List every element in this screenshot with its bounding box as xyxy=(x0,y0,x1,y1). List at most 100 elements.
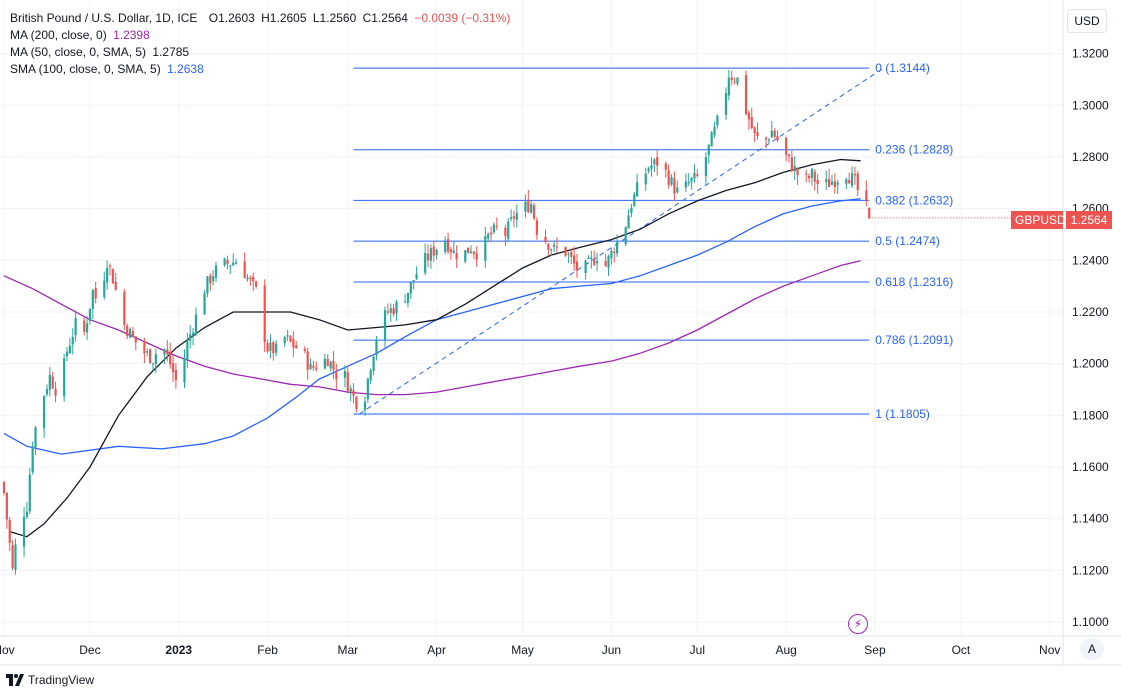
x-tick-label: Jul xyxy=(690,643,705,657)
candle xyxy=(429,244,432,269)
candle xyxy=(693,164,696,183)
candle xyxy=(404,293,407,303)
candle xyxy=(432,240,435,262)
y-tick-label: 1.1600 xyxy=(1072,460,1109,474)
candle xyxy=(544,229,547,244)
candle xyxy=(515,204,518,228)
candle xyxy=(169,342,172,369)
legend-ma200-row[interactable]: MA (200, close, 0) 1.2398 xyxy=(10,27,510,44)
candle xyxy=(332,350,335,379)
candle xyxy=(71,328,74,355)
candle xyxy=(232,253,235,267)
candle xyxy=(14,538,17,575)
candle xyxy=(295,341,298,349)
candle xyxy=(163,348,166,364)
candle xyxy=(670,174,673,187)
candle xyxy=(51,371,54,390)
candle xyxy=(687,173,690,187)
candle xyxy=(88,308,92,325)
candle xyxy=(323,353,326,370)
x-tick-label: 2023 xyxy=(165,643,192,657)
candle xyxy=(409,281,412,299)
y-tick-label: 1.1000 xyxy=(1072,615,1109,629)
candle xyxy=(484,226,487,268)
candle xyxy=(555,237,559,253)
candle xyxy=(363,396,367,416)
legend-symbol-row: British Pound / U.S. Dollar, 1D, ICE O1.… xyxy=(10,10,510,27)
candle xyxy=(174,363,177,389)
brand-label: TradingView xyxy=(28,673,95,687)
fib-label-0: 0 (1.3144) xyxy=(875,61,930,75)
fib-trend-line xyxy=(358,67,884,415)
candle xyxy=(126,323,129,340)
candle xyxy=(406,292,410,308)
candle xyxy=(584,259,587,280)
candle xyxy=(223,257,226,267)
candle xyxy=(656,150,659,176)
candle xyxy=(856,170,859,197)
chart-legend: British Pound / U.S. Dollar, 1D, ICE O1.… xyxy=(10,10,510,78)
candle xyxy=(65,347,69,362)
candle xyxy=(395,299,398,321)
candle xyxy=(229,264,232,275)
legend-ma50-row[interactable]: MA (50, close, 0, SMA, 5) 1.2785 xyxy=(10,44,510,61)
candle xyxy=(845,177,848,190)
x-tick-label: Feb xyxy=(257,643,278,657)
change-value: −0.0039 (−0.31%) xyxy=(414,11,511,25)
candle xyxy=(624,226,627,247)
candle xyxy=(275,340,278,357)
candle xyxy=(527,189,530,214)
candle xyxy=(704,152,708,186)
candle xyxy=(449,246,453,260)
candle xyxy=(91,289,94,320)
candle xyxy=(83,317,86,336)
candle xyxy=(103,271,106,300)
candle xyxy=(610,248,613,265)
currency-button[interactable]: USD xyxy=(1067,9,1107,33)
candle xyxy=(249,275,252,286)
lightning-icon[interactable]: ⚡ xyxy=(848,614,868,634)
candle xyxy=(828,168,831,188)
legend-sma100-row[interactable]: SMA (100, close, 0, SMA, 5) 1.2638 xyxy=(10,61,510,78)
candle xyxy=(272,340,275,361)
candle xyxy=(183,349,186,389)
candle xyxy=(375,335,378,361)
tradingview-brand[interactable]: TradingView xyxy=(6,673,94,687)
candle xyxy=(690,176,693,190)
candle xyxy=(386,303,390,316)
auto-scale-button[interactable]: A xyxy=(1080,638,1104,660)
candle xyxy=(255,280,258,289)
candle xyxy=(810,167,814,186)
fib-label-0.5: 0.5 (1.2474) xyxy=(875,234,940,248)
candle xyxy=(570,248,573,264)
ma200-value: 1.2398 xyxy=(113,28,150,42)
candle xyxy=(94,281,97,304)
candle xyxy=(444,236,447,255)
x-tick-label: Sep xyxy=(864,643,886,657)
candle xyxy=(676,180,679,194)
candle xyxy=(593,250,596,267)
candle xyxy=(793,156,796,181)
candle xyxy=(309,358,312,370)
candle xyxy=(733,77,736,85)
candle xyxy=(346,365,349,392)
y-tick-label: 1.2200 xyxy=(1072,305,1109,319)
candle xyxy=(604,253,607,267)
y-tick-label: 1.1200 xyxy=(1072,563,1109,577)
candle xyxy=(134,336,137,351)
candle xyxy=(189,325,192,349)
candle xyxy=(807,173,811,183)
candle xyxy=(796,167,799,185)
candle xyxy=(475,246,478,268)
candle xyxy=(289,335,292,343)
candle xyxy=(209,273,212,291)
candle xyxy=(326,354,329,367)
open-value: O1.2603 xyxy=(208,11,255,25)
candle xyxy=(785,136,788,162)
candle xyxy=(633,191,636,208)
candle xyxy=(636,173,639,197)
candle xyxy=(647,166,650,174)
fib-label-0.618: 0.618 (1.2316) xyxy=(875,275,953,289)
candle xyxy=(547,242,550,256)
